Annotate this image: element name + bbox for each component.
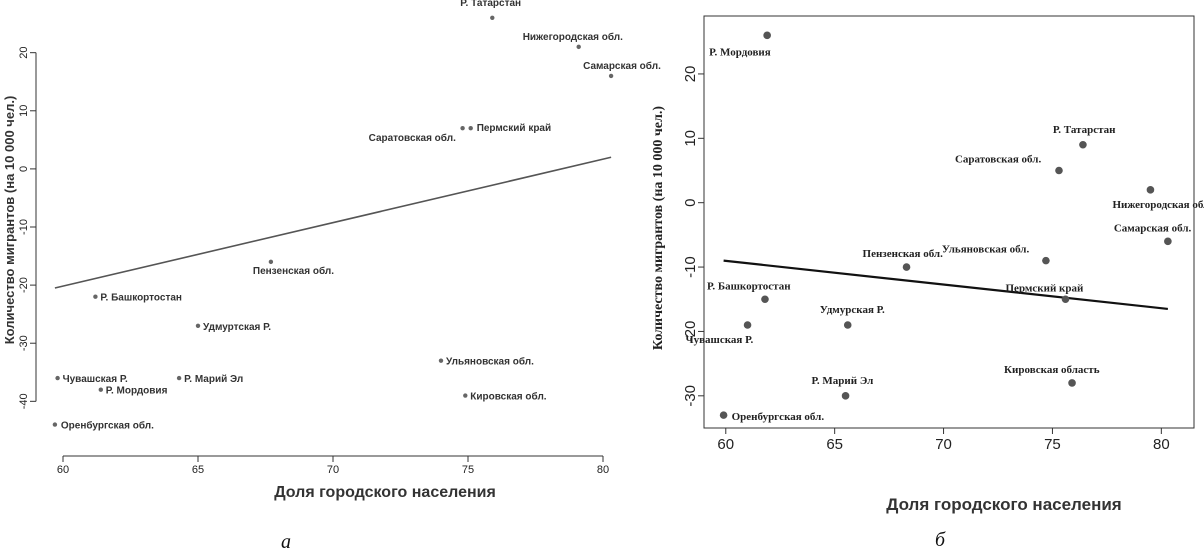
panel-a-point-label: Кировская обл. xyxy=(470,391,546,403)
panel-a-data-point xyxy=(52,422,58,427)
panel-b-point-label: Нижегородская обл. xyxy=(1112,199,1204,211)
panel-b-point-label: Саратовская обл. xyxy=(955,154,1041,166)
panel-b-data-point xyxy=(902,263,911,271)
panel-b-point-label: Чувашская Р. xyxy=(686,334,754,346)
panel-b-x-axis-label: Доля городского населения xyxy=(886,495,1121,514)
panel-b-x-tick-label: 70 xyxy=(935,436,952,453)
panel-a-data-point xyxy=(576,44,581,50)
panel-b-point-label: Удмурская Р. xyxy=(820,304,885,316)
panel-a-x-tick-label: 70 xyxy=(327,464,339,476)
panel-a-point-label: Пермский край xyxy=(477,123,551,134)
panel-a-point-label: Р. Марий Эл xyxy=(184,374,243,385)
panel-a-point-label: Чувашская Р. xyxy=(63,374,128,385)
panel-a-x-axis-label: Доля городского населения xyxy=(274,484,496,501)
panel-a-y-tick-label: -10 xyxy=(18,219,30,235)
panel-b-data-point xyxy=(1061,295,1070,304)
panel-a-point-label: Р. Татарстан xyxy=(460,0,521,9)
panel-b-point-label: Р. Башкортостан xyxy=(707,280,791,292)
panel-b-y-tick-label: 20 xyxy=(682,66,699,83)
panel-a-y-tick-label: 0 xyxy=(18,166,30,172)
panel-a-data-point xyxy=(608,73,614,79)
panel-a-point-label: Удмуртская Р. xyxy=(203,322,271,333)
panel-a-data-point xyxy=(463,393,468,398)
panel-a-x-tick-label: 60 xyxy=(57,464,69,476)
panel-b-trend-line xyxy=(723,259,1168,310)
panel-b-y-tick-label: -30 xyxy=(682,385,699,407)
panel-b-point-label: Пермский край xyxy=(1006,282,1084,294)
panel-a-x-tick-label: 80 xyxy=(597,464,609,476)
panel-a-y-tick-label: 10 xyxy=(18,105,30,117)
panel-a-data-point xyxy=(176,375,182,381)
panel-b-y-tick-label: -10 xyxy=(682,256,699,278)
panel-a-point-label: Р. Мордовия xyxy=(106,386,168,397)
panel-b-y-tick-label: 0 xyxy=(682,199,699,207)
panel-b-data-point xyxy=(841,392,850,400)
panel-b-plot-frame xyxy=(703,15,1195,429)
panel-b-y-tick-label: -20 xyxy=(682,321,699,343)
panel-a-y-axis-label: Количество мигрантов (на 10 000 чел.) xyxy=(2,96,17,345)
panel-a-data-point xyxy=(460,126,465,131)
panel-a-point-label: Нижегородская обл. xyxy=(523,31,623,43)
panel-a-data-point xyxy=(490,15,495,21)
panel-a-data-point xyxy=(268,259,274,265)
panel-a-data-point xyxy=(468,126,473,131)
panel-a-x-tick-label: 65 xyxy=(192,464,204,476)
panel-a-point-label: Самарская обл. xyxy=(583,60,661,72)
panel-b-x-tick-label: 60 xyxy=(717,436,734,453)
panel-b-point-label: Ульяновская обл. xyxy=(942,244,1030,256)
panel-a-point-label: Саратовская обл. xyxy=(369,132,456,144)
panel-a-point-label: Ульяновская обл. xyxy=(446,356,534,368)
panel-b-data-point xyxy=(719,411,728,419)
panel-b-letter: б xyxy=(935,529,946,551)
panel-b-point-label: Р. Марий Эл xyxy=(812,375,874,387)
panel-a-trend-line xyxy=(54,156,612,289)
panel-a-y-tick-label: 20 xyxy=(18,47,30,59)
panel-a-x-tick-label: 75 xyxy=(462,464,474,476)
panel-a-data-point xyxy=(55,375,60,381)
panel-b-data-point xyxy=(763,31,771,40)
panel-a-data-point xyxy=(98,387,104,392)
panel-b-data-point xyxy=(743,321,752,329)
panel-b-y-axis-label: Количество мигрантов (на 10 000 чел.) xyxy=(651,106,666,350)
panel-b-data-point xyxy=(1042,256,1050,265)
panel-a-y-tick-label: -20 xyxy=(18,277,30,293)
panel-a-point-label: Пензенская обл. xyxy=(253,265,334,277)
panel-b-point-label: Р. Мордовия xyxy=(709,46,771,58)
panel-b-data-point xyxy=(1146,186,1155,194)
panel-b-y-tick-label: 10 xyxy=(682,130,699,147)
panel-a-point-label: Оренбургская обл. xyxy=(61,420,154,432)
panel-a-letter: а xyxy=(281,531,291,553)
panel-b-data-point xyxy=(843,321,852,329)
panel-b-x-tick-label: 65 xyxy=(826,436,843,453)
panel-b-point-label: Самарская обл. xyxy=(1114,222,1192,234)
panel-a-data-point xyxy=(93,294,98,299)
panel-b-data-point xyxy=(1164,237,1172,246)
panel-b-point-label: Оренбургская обл. xyxy=(732,411,825,423)
panel-b-data-point xyxy=(1055,166,1063,175)
panel-b-data-point xyxy=(761,295,769,304)
panel-b-point-label: Р. Татарстан xyxy=(1053,124,1116,136)
panel-b-x-tick-label: 75 xyxy=(1044,436,1061,453)
panel-b-x-tick-label: 80 xyxy=(1153,436,1170,453)
panel-a-point-label: Р. Башкортостан xyxy=(100,293,182,304)
panel-b-data-point xyxy=(1079,140,1087,149)
panel-a-y-tick-label: -30 xyxy=(18,335,30,351)
panel-b-data-point xyxy=(1068,379,1076,387)
panel-a-y-tick-label: -40 xyxy=(18,393,30,409)
panel-b-point-label: Пензенская обл. xyxy=(863,248,944,260)
panel-a-data-point xyxy=(438,358,444,363)
panel-a-data-point xyxy=(195,323,201,328)
panel-b-point-label: Кировская область xyxy=(1004,364,1100,376)
